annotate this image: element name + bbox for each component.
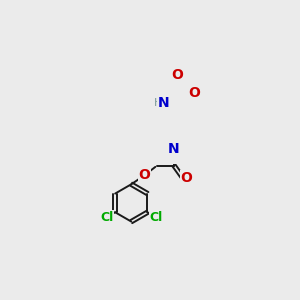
Text: N: N	[168, 142, 180, 156]
Text: H: H	[154, 98, 163, 108]
Text: O: O	[188, 85, 200, 100]
Text: Cl: Cl	[100, 211, 113, 224]
Text: Cl: Cl	[149, 211, 163, 224]
Text: N: N	[158, 96, 169, 110]
Text: O: O	[172, 68, 184, 82]
Text: O: O	[181, 171, 192, 185]
Text: O: O	[139, 168, 151, 182]
Text: N: N	[168, 142, 180, 156]
